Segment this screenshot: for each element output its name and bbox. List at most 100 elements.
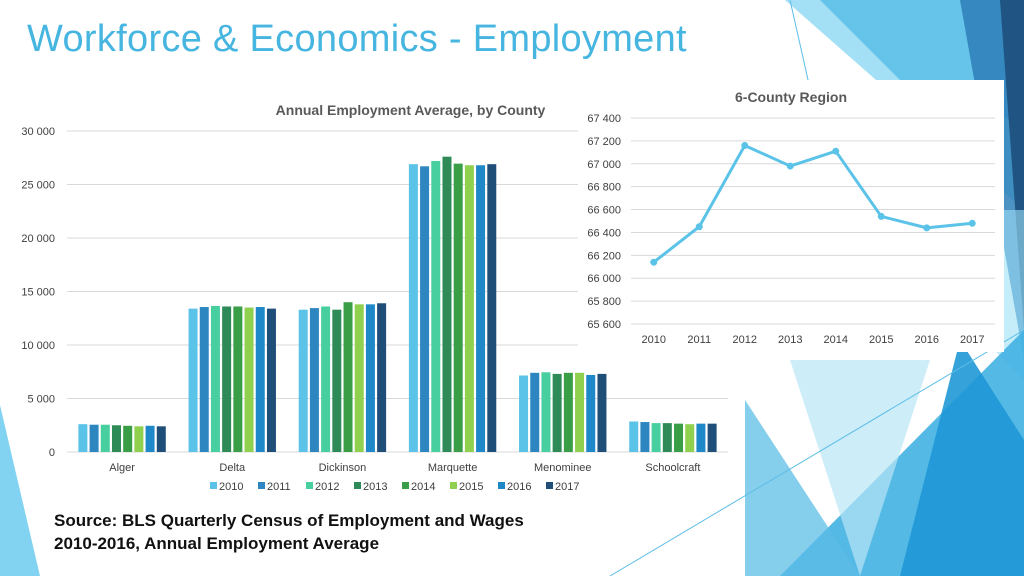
x-category-label: Delta — [219, 462, 246, 474]
bar-marquette-2016 — [476, 165, 486, 453]
legend-label: 2016 — [507, 481, 531, 493]
bar-schoolcraft-2014 — [674, 423, 684, 452]
decor-line — [609, 329, 1024, 576]
x-tick-label: 2012 — [733, 334, 757, 346]
source-line-1: Source: BLS Quarterly Census of Employme… — [54, 511, 524, 530]
data-point-2012 — [741, 141, 749, 149]
y-tick-label: 10 000 — [21, 340, 55, 352]
y-tick-label: 30 000 — [21, 126, 55, 138]
bar-marquette-2014 — [453, 163, 463, 452]
bar-schoolcraft-2015 — [685, 424, 695, 452]
bar-chart-title: Annual Employment Average, by County — [276, 102, 546, 118]
data-point-2015 — [877, 212, 885, 220]
bar-delta-2015 — [244, 307, 254, 452]
bar-delta-2013 — [222, 306, 232, 452]
bar-delta-2016 — [255, 307, 265, 452]
bar-marquette-2011 — [420, 166, 430, 452]
data-point-2016 — [923, 224, 931, 232]
bar-menominee-2013 — [552, 373, 562, 452]
bar-marquette-2012 — [431, 160, 441, 452]
legend-swatch — [498, 482, 505, 489]
bar-dickinson-2012 — [321, 306, 331, 452]
y-tick-label: 67 000 — [587, 159, 621, 171]
bar-dickinson-2011 — [309, 308, 319, 452]
line-chart: 6-County Region 65 600 65 800 66 000 66 200 6… — [587, 89, 995, 346]
bar-marquette-2010 — [408, 164, 418, 453]
y-tick-label: 20 000 — [21, 233, 55, 245]
bar-schoolcraft-2017 — [707, 423, 717, 452]
y-tick-label: 65 800 — [587, 296, 621, 308]
y-tick-label: 67 200 — [587, 136, 621, 148]
bar-delta-2012 — [210, 305, 220, 452]
x-category-label: Dickinson — [319, 462, 367, 474]
bar-alger-2017 — [156, 426, 166, 452]
data-point-2014 — [832, 147, 840, 155]
y-tick-label: 5 000 — [27, 394, 55, 406]
y-tick-label: 65 600 — [587, 319, 621, 331]
x-tick-label: 2015 — [869, 334, 893, 346]
bar-menominee-2011 — [530, 372, 540, 452]
bar-dickinson-2017 — [377, 303, 387, 452]
x-tick-label: 2011 — [687, 334, 711, 346]
bar-menominee-2017 — [597, 373, 607, 452]
line-chart-panel: 6-County Region 65 600 65 800 66 000 66 200 6… — [578, 80, 1004, 352]
x-tick-label: 2010 — [642, 334, 666, 346]
bar-dickinson-2010 — [298, 309, 308, 452]
bar-marquette-2013 — [442, 156, 452, 452]
bar-alger-2013 — [111, 425, 121, 452]
bar-delta-2017 — [266, 308, 276, 452]
x-tick-label: 2013 — [778, 334, 802, 346]
legend-label: 2015 — [459, 481, 483, 493]
y-tick-label: 66 000 — [587, 273, 621, 285]
bar-menominee-2012 — [541, 372, 551, 452]
bar-menominee-2014 — [563, 372, 573, 452]
source-note: Source: BLS Quarterly Census of Employme… — [54, 509, 524, 555]
data-point-2010 — [650, 258, 658, 266]
bar-menominee-2015 — [575, 372, 585, 452]
bar-schoolcraft-2013 — [662, 423, 672, 452]
page-title: Workforce & Economics - Employment — [27, 18, 687, 60]
bar-schoolcraft-2011 — [640, 422, 650, 452]
data-point-2017 — [968, 219, 976, 227]
bar-delta-2010 — [188, 308, 198, 452]
decor-triangle — [790, 360, 930, 576]
bar-dickinson-2013 — [332, 309, 342, 452]
legend-swatch — [258, 482, 265, 489]
decor-triangle — [0, 405, 40, 576]
bar-menominee-2010 — [519, 375, 529, 452]
bar-delta-2014 — [233, 306, 243, 452]
legend-label: 2011 — [267, 481, 291, 493]
source-line-2: 2010-2016, Annual Employment Average — [54, 534, 380, 553]
legend-label: 2017 — [555, 481, 579, 493]
bar-schoolcraft-2010 — [629, 421, 639, 452]
bar-alger-2011 — [89, 424, 99, 452]
y-tick-label: 66 400 — [587, 227, 621, 239]
y-tick-label: 67 400 — [587, 113, 621, 125]
x-category-label: Menominee — [534, 462, 591, 474]
x-tick-label: 2016 — [915, 334, 939, 346]
x-tick-label: 2014 — [824, 334, 848, 346]
bar-delta-2011 — [199, 307, 209, 452]
y-tick-label: 0 — [49, 447, 55, 459]
legend-label: 2012 — [315, 481, 339, 493]
bar-alger-2010 — [78, 424, 88, 452]
bar-schoolcraft-2012 — [651, 423, 661, 452]
bar-alger-2016 — [145, 425, 155, 452]
y-tick-label: 66 800 — [587, 182, 621, 194]
legend-label: 2010 — [219, 481, 243, 493]
x-category-label: Alger — [109, 462, 135, 474]
y-tick-label: 15 000 — [21, 287, 55, 299]
data-point-2011 — [695, 223, 703, 231]
legend-swatch — [546, 482, 553, 489]
y-tick-label: 25 000 — [21, 180, 55, 192]
bar-alger-2012 — [100, 424, 110, 452]
bar-marquette-2015 — [464, 165, 474, 453]
legend-swatch — [306, 482, 313, 489]
legend-swatch — [450, 482, 457, 489]
series-line — [652, 143, 973, 264]
legend-label: 2013 — [363, 481, 387, 493]
bar-marquette-2017 — [487, 164, 497, 453]
line-chart-title: 6-County Region — [735, 89, 847, 105]
bar-alger-2014 — [123, 425, 133, 452]
y-tick-label: 66 600 — [587, 205, 621, 217]
